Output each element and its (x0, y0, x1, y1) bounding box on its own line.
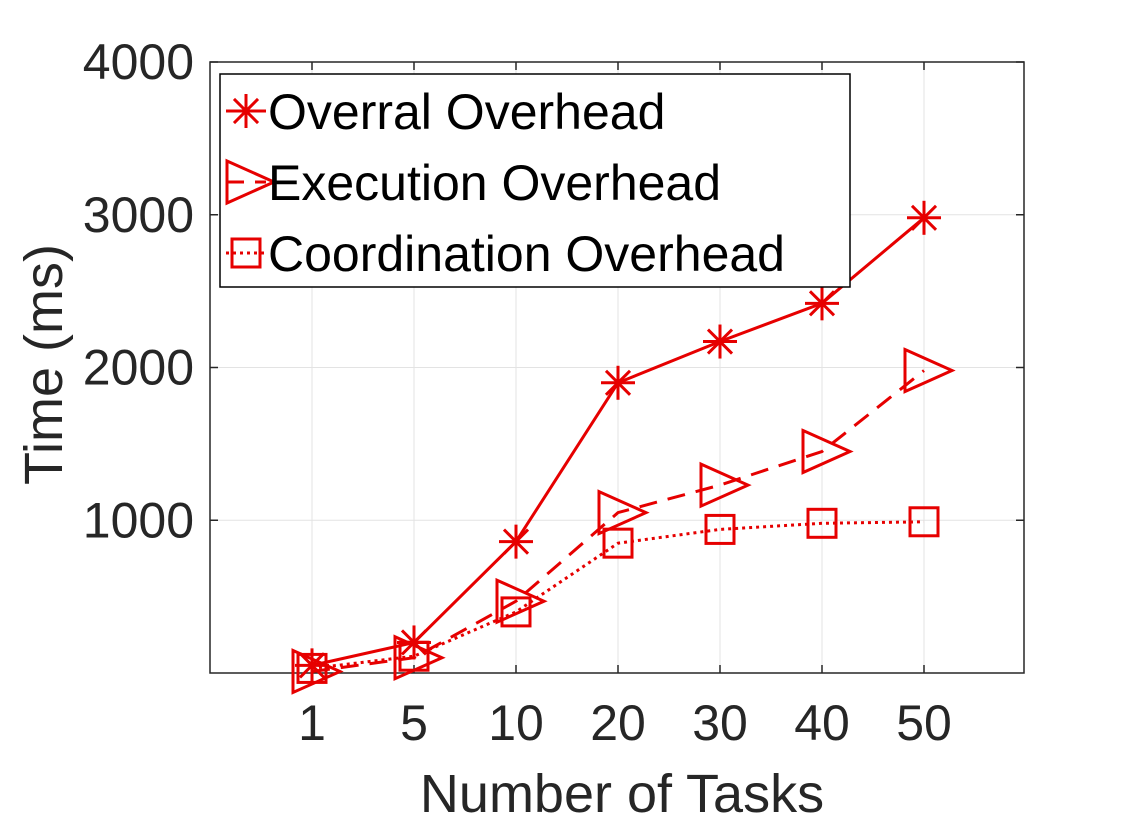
y-axis-label: Time (ms) (14, 244, 74, 485)
x-tick-label: 5 (400, 695, 428, 751)
series-3 (296, 506, 940, 684)
legend: Overral Overhead Execution Overhead Coordi… (219, 73, 851, 288)
x-tick-label: 20 (590, 695, 646, 751)
data-point (801, 428, 854, 475)
axis-ticks: 1 5 10 20 30 40 50 1000 2000 3000 4000 (83, 34, 1024, 751)
legend-item: Overral Overhead (226, 84, 665, 140)
x-tick-label: 10 (488, 695, 544, 751)
data-point (398, 640, 430, 672)
legend-label: Coordination Overhead (268, 226, 785, 282)
x-tick-label: 1 (298, 695, 326, 751)
y-tick-label: 3000 (83, 187, 194, 243)
legend-label: Execution Overhead (268, 155, 721, 211)
data-point (908, 506, 940, 538)
y-tick-label: 2000 (83, 340, 194, 396)
x-tick-label: 40 (794, 695, 850, 751)
x-tick-label: 30 (692, 695, 748, 751)
data-point (907, 200, 941, 235)
legend-marker (230, 237, 262, 269)
x-axis-label: Number of Tasks (420, 764, 824, 824)
data-point (704, 513, 736, 545)
y-tick-label: 1000 (83, 492, 194, 548)
data-point (597, 489, 650, 536)
data-point (805, 286, 839, 321)
series-1 (295, 200, 941, 683)
x-tick-label: 50 (896, 695, 952, 751)
data-point (393, 634, 446, 682)
legend-item: Execution Overhead (225, 155, 721, 211)
y-tick-label: 4000 (83, 34, 194, 90)
data-point (296, 652, 328, 684)
legend-box (219, 73, 851, 288)
legend-marker (229, 94, 263, 128)
legend-marker (225, 158, 278, 206)
data-point (703, 324, 737, 359)
data-point (499, 524, 533, 559)
data-point (500, 596, 532, 628)
data-point (495, 577, 548, 625)
data-point (903, 347, 956, 394)
series-layer (291, 200, 956, 695)
data-point (699, 461, 752, 509)
legend-item: Coordination Overhead (226, 226, 785, 282)
data-point (602, 527, 634, 559)
legend-label: Overral Overhead (268, 84, 665, 140)
series-line (311, 520, 925, 670)
data-point (601, 365, 635, 400)
series-2 (291, 347, 956, 695)
data-point (806, 507, 838, 539)
series-line (311, 369, 925, 673)
